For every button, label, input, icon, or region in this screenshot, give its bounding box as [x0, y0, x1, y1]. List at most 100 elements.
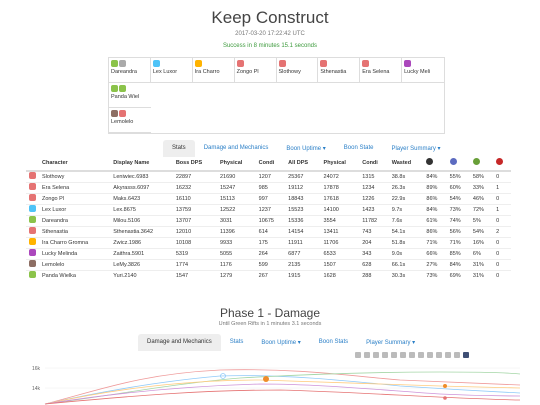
camera-icon[interactable] [355, 352, 361, 358]
column-header[interactable]: All DPS [285, 155, 321, 172]
squad-member-name: Dareandra [111, 69, 137, 75]
table-cell: 27% [423, 258, 447, 270]
tab-phase-4[interactable]: Player Summary ▾ [366, 340, 416, 346]
table-cell: 614 [255, 225, 286, 237]
squad-member: Sthenastia [318, 58, 361, 83]
autoscale-icon[interactable] [418, 352, 424, 358]
tab-phase-3[interactable]: Boon Stats [318, 339, 349, 345]
column-header-icon[interactable] [423, 155, 447, 172]
profession-icon [362, 60, 370, 67]
table-row[interactable]: Dareandra Milou.5106 13707 3031 10675 15336 35… [26, 214, 511, 226]
table-cell: Zwicz.1986 [110, 236, 173, 248]
tab-top-0[interactable]: Stats [163, 140, 195, 157]
squad-member-name: Lucky Meli [404, 69, 431, 75]
table-row[interactable]: Slothowy Leniwiec.6983 22897 21690 1207 25367… [26, 170, 511, 182]
table-cell: 743 [359, 225, 389, 237]
profession-icon [29, 238, 36, 245]
table-cell: 69% [446, 269, 470, 281]
stat-icon [496, 158, 504, 165]
table-cell: 1279 [216, 269, 256, 281]
profession-icon [119, 110, 126, 117]
table-cell: 1507 [320, 258, 360, 270]
column-header-icon[interactable] [493, 155, 511, 172]
table-cell: 3031 [216, 214, 256, 226]
tab-top-4[interactable]: Player Summary ▾ [391, 146, 441, 152]
table-row[interactable]: Era Selena Akyrasss.6097 16232 15247 985 1911… [26, 181, 511, 193]
profession-icon [194, 60, 202, 67]
table-cell: Dareandra [39, 214, 111, 226]
hover-closest-icon[interactable] [445, 352, 451, 358]
table-cell: 72% [469, 203, 494, 215]
profession-icon-cell [26, 181, 39, 193]
zoom-icon[interactable] [364, 352, 370, 358]
profession-icon [29, 216, 36, 223]
column-header[interactable]: Display Name [110, 155, 173, 172]
series-line [44, 383, 521, 405]
table-cell: 7.6s [388, 214, 424, 226]
column-header[interactable]: Wasted [388, 155, 424, 172]
table-row[interactable]: Lemolelo LeMy.3826 1774 1176 599 2135 1507 628 6… [26, 258, 511, 270]
table-cell: 1 [493, 181, 511, 193]
y-tick-label: 14k [32, 386, 41, 392]
squad-member: Era Selena [360, 58, 403, 83]
reset-axes-icon[interactable] [427, 352, 433, 358]
column-header[interactable]: Condi [359, 155, 389, 172]
table-row[interactable]: Panda Wielka Yuri.2140 1547 1279 267 1915 1628… [26, 269, 511, 281]
table-cell: 267 [255, 269, 286, 281]
squad-member: Lucky Meli [402, 58, 444, 83]
table-cell: 628 [359, 258, 389, 270]
lasso-icon[interactable] [391, 352, 397, 358]
tab-top-3[interactable]: Boon State [343, 145, 374, 151]
table-cell: 89% [423, 181, 447, 193]
tab-top-2[interactable]: Boon Uptime ▾ [286, 146, 326, 152]
tab-top-1[interactable]: Damage and Mechanics [203, 145, 269, 151]
table-cell: 71% [446, 236, 470, 248]
squad-member: Slothowy [276, 58, 319, 83]
tab-phase-2[interactable]: Boon Uptime ▾ [261, 340, 301, 346]
column-header[interactable]: Physical [216, 155, 256, 172]
tab-phase-1[interactable]: Stats [229, 339, 244, 345]
table-cell: 12010 [172, 225, 217, 237]
table-row[interactable]: Sthenastia Sthenastia.3642 12010 11396 614 14… [26, 225, 511, 237]
table-cell: 1237 [255, 203, 286, 215]
squad-member-name: Ira Charro [194, 69, 220, 75]
column-header[interactable]: Character [39, 155, 111, 172]
squad-row: Dareandra Lex Luxor Ira Charro Zongo Pl Slot… [109, 58, 444, 83]
table-row[interactable]: Zongo Pl Maks.6423 16110 15113 997 18843 17618… [26, 192, 511, 204]
pan-icon[interactable] [373, 352, 379, 358]
spike-lines-icon[interactable] [436, 352, 442, 358]
data-marker[interactable] [263, 376, 269, 382]
table-row[interactable]: Lex Luxor Lex.8675 13759 12522 1237 15523 1410… [26, 203, 511, 215]
table-cell: 1234 [359, 181, 389, 193]
table-cell: 46% [469, 192, 494, 204]
zoom-in-icon[interactable] [400, 352, 406, 358]
column-header[interactable]: Boss DPS [172, 155, 217, 172]
data-marker[interactable] [220, 373, 226, 379]
table-cell: 84% [423, 203, 447, 215]
table-cell: 17618 [320, 192, 360, 204]
profession-icon-cell [26, 214, 39, 226]
series-line [44, 369, 521, 405]
table-cell: 56% [446, 225, 470, 237]
tab-phase-0[interactable]: Damage and Mechanics [138, 334, 221, 351]
table-cell: 16232 [172, 181, 217, 193]
column-header-icon[interactable] [446, 155, 470, 172]
table-cell: 31% [469, 258, 494, 270]
data-marker[interactable] [443, 396, 447, 400]
plotly-logo-icon[interactable] [463, 352, 469, 358]
table-row[interactable]: Ira Charro Gromna Zwicz.1986 10108 9933 175 1… [26, 236, 511, 248]
table-row[interactable]: Lucky Melinda Zaithra.5901 5319 5055 264 6877… [26, 247, 511, 259]
table-cell: 1176 [216, 258, 256, 270]
table-cell: Lemolelo [39, 258, 111, 270]
squad-row: Lemolelo [109, 108, 444, 133]
table-cell: 5319 [172, 247, 217, 259]
table-cell: 22.9s [388, 192, 424, 204]
data-marker[interactable] [443, 384, 447, 388]
table-cell: Leniwiec.6983 [110, 170, 173, 182]
column-header-icon[interactable] [469, 155, 494, 172]
select-box-icon[interactable] [382, 352, 388, 358]
zoom-out-icon[interactable] [409, 352, 415, 358]
hover-compare-icon[interactable] [454, 352, 460, 358]
column-header[interactable]: Physical [320, 155, 360, 172]
column-header[interactable]: Condi [255, 155, 286, 172]
